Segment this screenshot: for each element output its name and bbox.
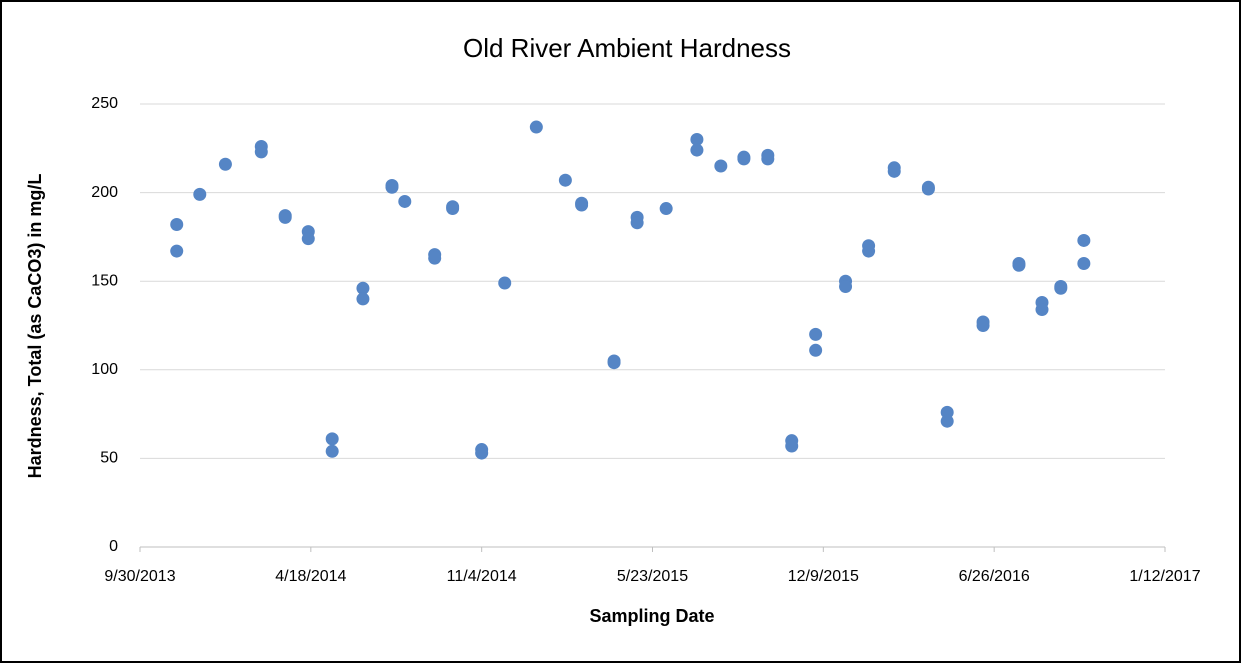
y-tick-label: 250 [91,95,118,112]
data-point [630,216,644,230]
data-point [659,202,673,216]
data-point [498,276,512,290]
data-point [1077,256,1091,270]
data-point [428,251,442,265]
data-point [940,414,954,428]
data-point [254,145,268,159]
data-point [398,194,412,208]
x-tick-label: 4/18/2014 [275,568,346,585]
data-point [575,198,589,212]
data-point [278,210,292,224]
data-point [714,159,728,173]
y-tick-label: 150 [91,272,118,289]
data-point [1077,233,1091,247]
data-point [761,152,775,166]
data-point [809,343,823,357]
data-point [809,327,823,341]
x-tick-label: 12/9/2015 [788,568,859,585]
data-point [193,187,207,201]
data-point [325,432,339,446]
data-point [1054,281,1068,295]
data-point [785,439,799,453]
data-point [446,202,460,216]
data-point [356,292,370,306]
y-axis-label: Hardness, Total (as CaCO3) in mg/L [25,174,45,479]
x-tick-label: 1/12/2017 [1129,568,1200,585]
data-point [170,217,184,231]
chart-title: Old River Ambient Hardness [463,33,791,63]
data-point [385,180,399,194]
data-point [690,143,704,157]
data-point [1012,258,1026,272]
data-point [218,157,232,171]
data-point [839,280,853,294]
data-point [921,182,935,196]
data-point [356,281,370,295]
y-tick-label: 100 [91,361,118,378]
data-point [170,244,184,258]
data-point [558,173,572,187]
x-tick-label: 11/4/2014 [447,568,517,585]
x-tick-label: 6/26/2016 [959,568,1030,585]
data-point [1035,303,1049,317]
x-axis-label: Sampling Date [589,606,714,626]
data-point [301,232,315,246]
data-point [325,444,339,458]
data-point [529,120,543,134]
data-point [475,446,489,460]
data-point [862,244,876,258]
x-tick-label: 9/30/2013 [104,568,175,585]
y-tick-label: 50 [100,450,118,467]
data-point [607,356,621,370]
x-tick-label: 5/23/2015 [617,568,688,585]
y-tick-label: 0 [109,538,118,555]
data-point [976,319,990,332]
data-point [690,132,704,146]
y-tick-label: 200 [91,184,118,201]
data-point [737,152,751,166]
data-point [887,164,901,178]
